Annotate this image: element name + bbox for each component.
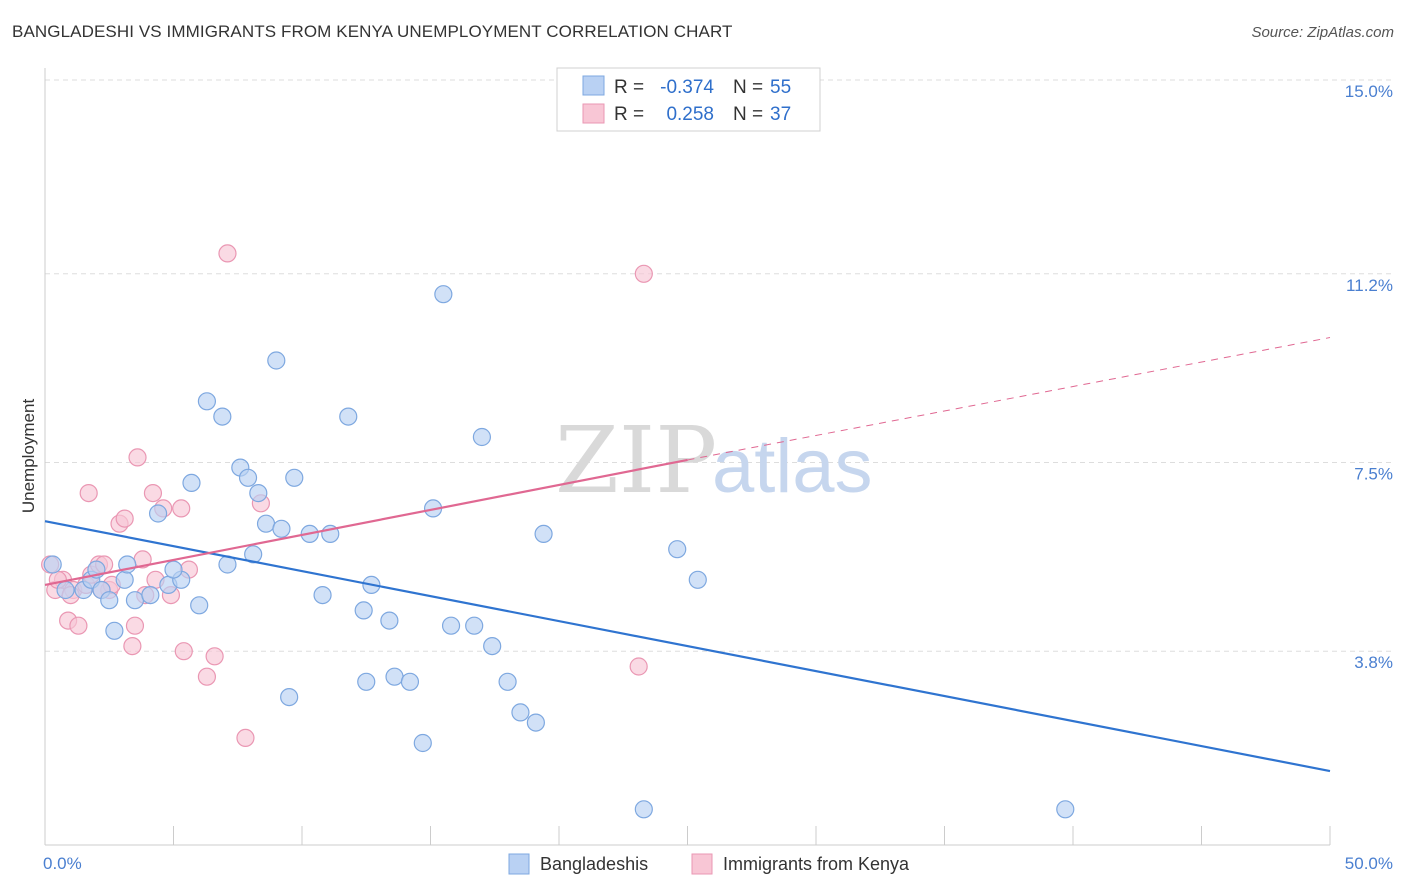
y-tick-label: 15.0% (1345, 82, 1393, 101)
chart-title: BANGLADESHI VS IMMIGRANTS FROM KENYA UNE… (12, 22, 733, 41)
legend-r-value-2: 0.258 (666, 104, 714, 125)
bottom-legend: Bangladeshis Immigrants from Kenya (508, 853, 910, 875)
bangladeshi-point (56, 580, 75, 600)
bangladeshi-point (441, 616, 461, 635)
trend-line-kenya (44, 458, 688, 586)
y-tick-label: 3.8% (1354, 653, 1393, 672)
legend-box: R = -0.374 N = 55 R = 0.258 N = 37 (556, 67, 821, 132)
kenya-point (123, 636, 142, 656)
bangladeshi-point (498, 672, 517, 691)
legend-n-value-2: 37 (770, 104, 791, 125)
legend-n-value-1: 55 (770, 77, 791, 98)
series-bangladeshis-points (43, 285, 1075, 819)
legend-n-label-2: N = (733, 104, 763, 125)
kenya-point (236, 728, 255, 748)
legend-r-value-1: -0.374 (660, 77, 714, 98)
legend-r-label-2: R = (614, 104, 644, 125)
x-tick-label-max: 50.0% (1345, 854, 1393, 873)
trend-line-kenya (687, 337, 1331, 461)
kenya-point (115, 509, 134, 528)
x-axis-ticks (44, 826, 1331, 845)
trend-lines (44, 337, 1331, 773)
bangladeshi-point (256, 514, 276, 533)
kenya-point (128, 448, 147, 467)
y-tick-label: 7.5% (1354, 465, 1393, 484)
bangladeshi-point (354, 601, 373, 620)
bangladeshi-point (339, 407, 358, 426)
bangladeshi-point (244, 545, 263, 564)
watermark-zip: ZIP (555, 407, 717, 514)
kenya-point (629, 657, 648, 676)
bangladeshi-point (182, 473, 201, 492)
bangladeshi-point (688, 570, 707, 589)
bangladeshi-point (213, 407, 232, 426)
bangladeshi-point (190, 596, 209, 615)
bangladeshi-point (115, 570, 134, 589)
kenya-point (172, 499, 191, 518)
grid-lines (45, 79, 1395, 652)
bangladeshi-point (413, 733, 432, 753)
legend-swatch-bangladeshis (582, 75, 605, 96)
bangladeshi-point (511, 703, 530, 722)
bangladeshi-point (534, 524, 553, 544)
bangladeshi-point (249, 484, 268, 503)
legend-r-label-1: R = (614, 77, 644, 98)
bangladeshi-point (141, 585, 160, 605)
bangladeshi-point (400, 672, 420, 691)
y-axis-title: Unemployment (19, 399, 38, 514)
bangladeshi-point (105, 621, 124, 640)
bangladeshi-point (472, 427, 491, 447)
bangladeshi-point (272, 519, 291, 538)
kenya-point (125, 616, 145, 635)
bangladeshi-point (465, 616, 484, 635)
kenya-point (143, 484, 163, 503)
bangladeshi-point (43, 555, 62, 574)
watermark: ZIP atlas (555, 407, 873, 514)
bangladeshi-point (267, 351, 286, 370)
bangladeshi-point (526, 713, 545, 732)
legend-swatch-kenya (582, 103, 605, 124)
bangladeshi-point (280, 687, 299, 707)
kenya-point (174, 642, 193, 661)
y-tick-labels: 3.8% 7.5% 11.2% 15.0% (1345, 82, 1393, 672)
trend-line-bangladeshis (44, 520, 1331, 773)
bangladeshi-point (164, 560, 183, 579)
kenya-point (197, 667, 217, 686)
bangladeshi-point (357, 672, 376, 691)
kenya-point (205, 647, 224, 666)
kenya-point (69, 616, 88, 635)
bangladeshi-point (285, 468, 304, 487)
kenya-point (79, 484, 98, 503)
bottom-legend-label-bangladeshis: Bangladeshis (540, 854, 648, 874)
bottom-legend-swatch-kenya (691, 853, 713, 875)
bangladeshi-point (100, 591, 119, 610)
bangladeshi-point (197, 392, 217, 411)
bottom-legend-label-kenya: Immigrants from Kenya (723, 854, 910, 874)
source-label: Source: ZipAtlas.com (1251, 24, 1394, 41)
bangladeshi-point (125, 591, 145, 610)
bangladeshi-point (434, 285, 453, 304)
bangladeshi-point (148, 504, 168, 523)
kenya-point (634, 264, 653, 283)
bangladeshi-point (238, 468, 258, 487)
bangladeshi-point (668, 540, 687, 559)
bangladeshi-point (483, 636, 502, 656)
bangladeshi-point (313, 585, 332, 605)
kenya-point (218, 244, 237, 263)
watermark-atlas: atlas (712, 424, 873, 509)
y-tick-label: 11.2% (1346, 276, 1393, 295)
bottom-legend-swatch-bangladeshis (508, 853, 530, 875)
legend-n-label-1: N = (733, 77, 763, 98)
bangladeshi-point (634, 800, 653, 819)
bangladeshi-point (385, 667, 404, 686)
x-tick-label-min: 0.0% (43, 854, 82, 873)
bangladeshi-point (380, 611, 399, 630)
bangladeshi-point (1056, 800, 1075, 819)
